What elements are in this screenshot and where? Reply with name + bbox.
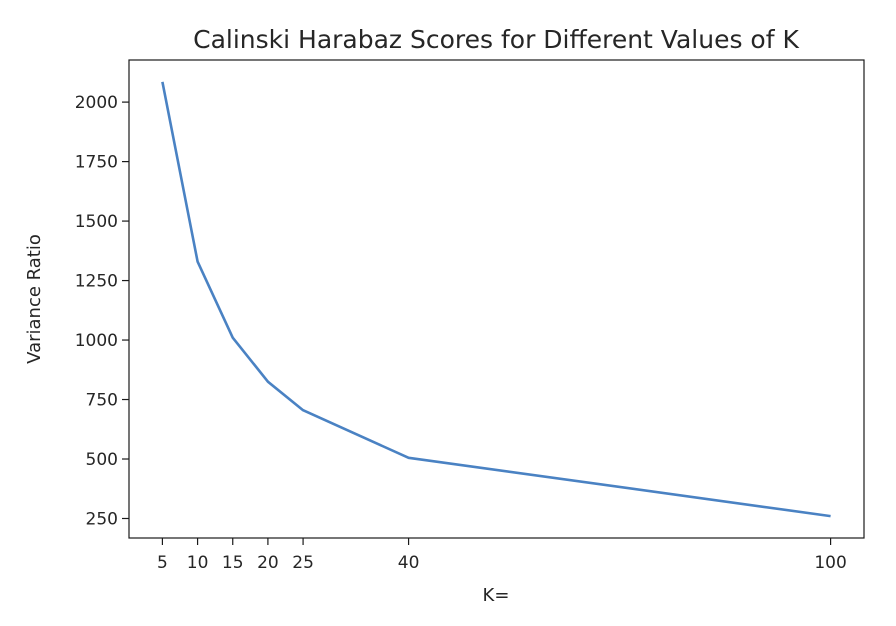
y-tick-label: 750 <box>86 391 118 411</box>
chart-title: Calinski Harabaz Scores for Different Va… <box>193 25 799 54</box>
series-line <box>161 81 831 518</box>
y-tick-label: 500 <box>86 450 118 470</box>
y-tick-label: 250 <box>86 509 118 529</box>
plot-frame <box>128 59 865 539</box>
x-tick-label: 100 <box>814 553 846 573</box>
y-tick-label: 1000 <box>75 331 118 351</box>
x-tick-label: 25 <box>292 553 314 573</box>
y-axis-label: Variance Ratio <box>24 234 45 364</box>
y-tick-label: 1250 <box>75 272 118 292</box>
x-tick-label: 15 <box>222 553 244 573</box>
x-tick-label: 40 <box>398 553 420 573</box>
y-tick-label: 1500 <box>75 212 118 232</box>
x-axis-label: K= <box>483 585 510 606</box>
y-tick-label: 2000 <box>75 93 118 113</box>
x-tick-label: 20 <box>257 553 279 573</box>
y-axis: 250 500 750 1000 1250 1500 1750 2000 <box>75 93 129 529</box>
y-tick-label: 1750 <box>75 153 118 173</box>
x-axis: 5 10 15 20 25 40 100 <box>157 538 847 573</box>
x-tick-label: 5 <box>157 553 168 573</box>
x-tick-label: 10 <box>187 553 209 573</box>
